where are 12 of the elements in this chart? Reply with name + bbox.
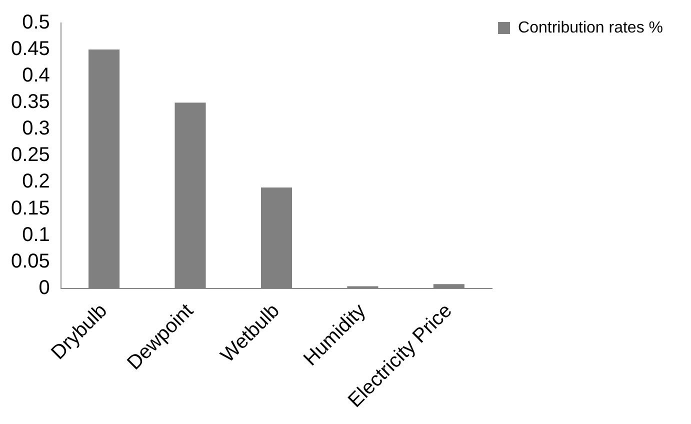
y-tick-label: 0.15 (10, 197, 50, 220)
y-tick-label: 0.4 (22, 64, 50, 87)
y-tick-label: 0.45 (10, 38, 50, 60)
legend-label: Contribution rates % (518, 19, 664, 36)
y-tick-label: 0.25 (10, 144, 50, 166)
y-tick-label: 0.5 (22, 12, 50, 34)
y-tick-label: 0.1 (22, 224, 50, 246)
y-tick-label: 0.3 (22, 118, 50, 140)
y-tick-label: 0.05 (10, 250, 50, 272)
y-tick-label: 0 (38, 276, 50, 299)
y-tick-label: 0.35 (10, 91, 50, 114)
y-tick-label: 0.2 (22, 170, 50, 193)
